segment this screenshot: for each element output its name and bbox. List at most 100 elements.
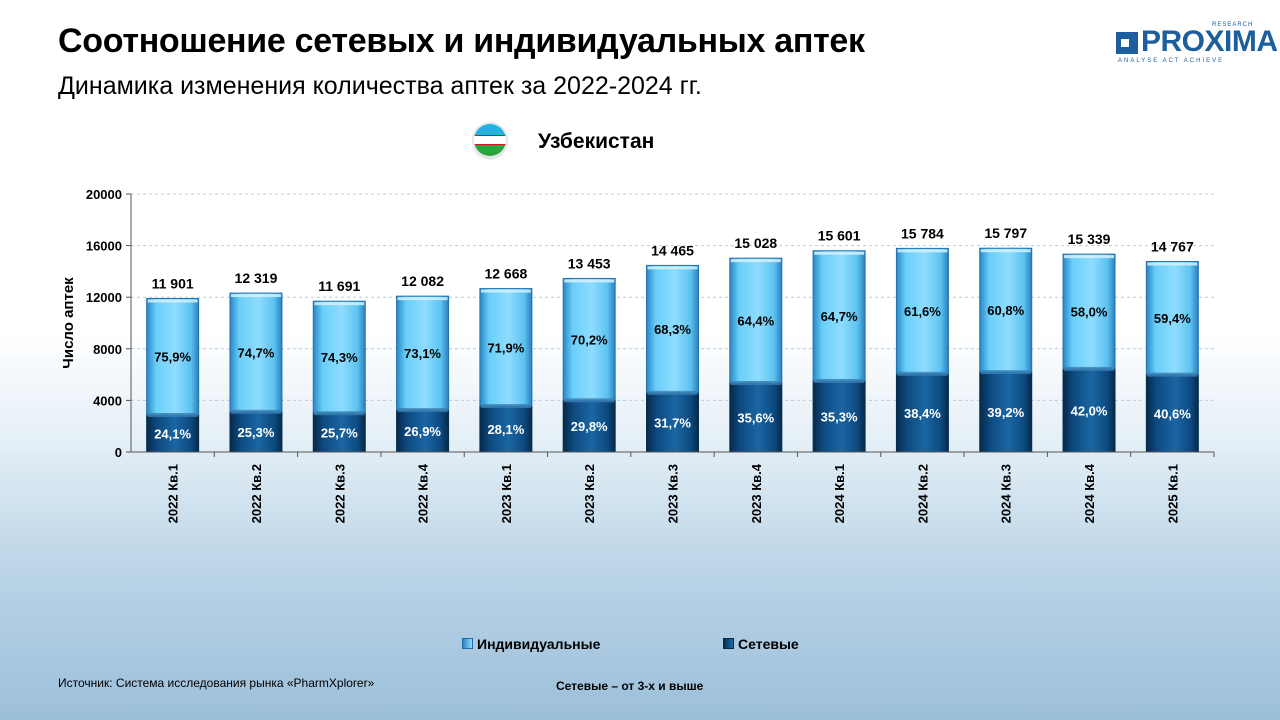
- network-share-label: 25,7%: [321, 426, 358, 441]
- y-tick-label: 12000: [86, 290, 122, 305]
- total-label: 15 797: [984, 225, 1027, 241]
- individual-share-label: 60,8%: [987, 303, 1024, 318]
- x-tick-label: 2023 Кв.2: [582, 464, 597, 523]
- bar-segment-divider: [397, 408, 448, 413]
- network-share-label: 25,3%: [238, 425, 275, 440]
- individual-share-label: 73,1%: [404, 346, 441, 361]
- x-tick-label: 2022 Кв.2: [249, 464, 264, 523]
- bar-segment-divider: [730, 380, 781, 385]
- x-tick-label: 2024 Кв.1: [832, 464, 847, 523]
- x-tick-label: 2023 Кв.3: [666, 464, 681, 523]
- total-label: 11 691: [318, 278, 360, 294]
- bar-individual: [479, 288, 533, 407]
- bar-top-highlight: [397, 297, 448, 301]
- individual-share-label: 58,0%: [1071, 305, 1108, 320]
- y-tick-label: 0: [115, 445, 122, 460]
- bar-individual: [312, 300, 366, 414]
- bar-segment-divider: [1064, 366, 1115, 371]
- individual-share-label: 74,7%: [238, 345, 275, 360]
- bar-top-highlight: [147, 299, 198, 303]
- bar-top-highlight: [314, 302, 365, 306]
- bar-network: [729, 382, 783, 453]
- individual-share-label: 71,9%: [487, 340, 524, 355]
- network-share-label: 42,0%: [1071, 403, 1108, 418]
- bar-network: [229, 411, 283, 453]
- bar-network: [146, 414, 200, 453]
- bar-individual: [812, 250, 866, 382]
- legend-individual: Индивидуальные: [462, 636, 600, 652]
- bar-network: [312, 412, 366, 453]
- y-tick-label: 4000: [93, 393, 122, 408]
- uzbekistan-flag-icon: [474, 124, 506, 156]
- bar-top-highlight: [1064, 255, 1115, 259]
- bar-top-highlight: [1147, 262, 1198, 266]
- bar-top-highlight: [730, 259, 781, 263]
- page-subtitle: Динамика изменения количества аптек за 2…: [58, 72, 702, 100]
- bar-segment-divider: [480, 404, 531, 409]
- y-tick-label: 20000: [86, 187, 122, 202]
- bar-individual: [729, 257, 783, 384]
- total-label: 14 767: [1151, 239, 1194, 255]
- individual-share-label: 70,2%: [571, 332, 608, 347]
- individual-share-label: 64,4%: [737, 314, 774, 329]
- total-label: 12 319: [235, 270, 278, 286]
- network-share-label: 28,1%: [487, 422, 524, 437]
- bar-segment-divider: [814, 378, 865, 383]
- bar-segment-divider: [230, 409, 281, 414]
- bar-segment-divider: [314, 411, 365, 416]
- x-tick-label: 2023 Кв.4: [749, 463, 764, 523]
- individual-share-label: 75,9%: [154, 350, 191, 365]
- bar-segment-divider: [980, 370, 1031, 375]
- source-note: Источник: Система исследования рынка «Ph…: [58, 676, 375, 690]
- x-tick-label: 2022 Кв.1: [166, 464, 181, 523]
- bar-segment-divider: [147, 413, 198, 418]
- legend-swatch-individual: [462, 638, 473, 649]
- individual-share-label: 61,6%: [904, 304, 941, 319]
- individual-share-label: 74,3%: [321, 350, 358, 365]
- bar-segment-divider: [897, 371, 948, 376]
- bar-top-highlight: [980, 249, 1031, 253]
- y-tick-label: 16000: [86, 239, 122, 254]
- bar-individual: [562, 277, 616, 401]
- network-share-label: 35,3%: [821, 409, 858, 424]
- network-share-label: 24,1%: [154, 427, 191, 442]
- network-share-label: 38,4%: [904, 406, 941, 421]
- individual-share-label: 59,4%: [1154, 311, 1191, 326]
- x-tick-label: 2023 Кв.1: [499, 464, 514, 523]
- bar-segment-divider: [1147, 372, 1198, 377]
- bar-individual: [646, 264, 699, 394]
- x-tick-label: 2024 Кв.2: [915, 464, 930, 523]
- network-share-label: 31,7%: [654, 415, 691, 430]
- x-tick-label: 2024 Кв.4: [1082, 463, 1097, 523]
- bar-network: [562, 399, 616, 453]
- bar-top-highlight: [897, 249, 948, 253]
- bar-top-highlight: [480, 289, 531, 293]
- bar-individual: [396, 295, 450, 411]
- bar-network: [396, 409, 450, 453]
- logo-mark-icon: [1116, 32, 1138, 54]
- legend-network: Сетевые: [723, 636, 799, 652]
- bar-network: [979, 371, 1033, 453]
- proxima-logo: PROXIMA RESEARCH ANALYSE ACT ACHIEVE: [1114, 22, 1278, 68]
- bar-individual: [1062, 253, 1116, 370]
- y-axis-title: Число аптек: [60, 277, 77, 369]
- total-label: 15 028: [734, 235, 777, 251]
- total-label: 14 465: [651, 242, 694, 258]
- network-share-label: 29,8%: [571, 419, 608, 434]
- country-name: Узбекистан: [538, 130, 655, 153]
- bar-segment-divider: [647, 390, 698, 395]
- bar-top-highlight: [230, 294, 281, 298]
- total-label: 13 453: [568, 255, 611, 271]
- legend-label-network: Сетевые: [738, 636, 799, 652]
- logo-research: RESEARCH: [1212, 22, 1254, 28]
- logo-name: PROXIMA: [1141, 25, 1278, 58]
- bar-individual: [229, 292, 283, 413]
- legend-label-individual: Индивидуальные: [477, 636, 601, 652]
- y-tick-label: 8000: [93, 342, 122, 357]
- total-label: 12 082: [401, 273, 444, 289]
- total-label: 15 601: [818, 228, 861, 244]
- footnote: Сетевые – от 3-х и выше: [556, 679, 704, 693]
- bar-top-highlight: [564, 279, 615, 283]
- x-tick-label: 2022 Кв.4: [416, 463, 431, 523]
